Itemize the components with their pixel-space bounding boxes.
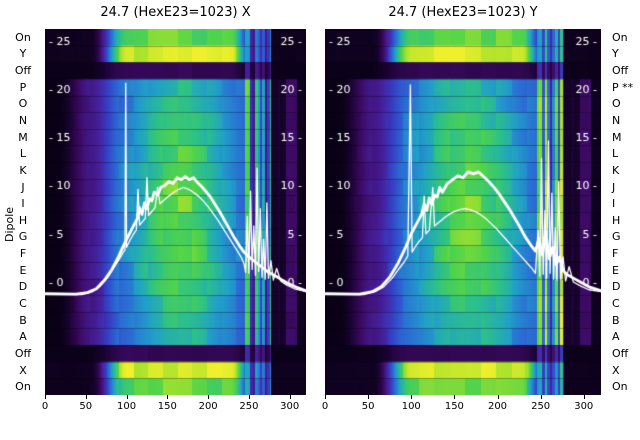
chart-title-x: 24.7 (HexE23=1023) X	[100, 5, 251, 20]
x-tick-mark	[126, 395, 128, 399]
left-channel-label: Y	[19, 47, 27, 61]
x-tick-mark	[583, 395, 585, 399]
x-tick-mark	[45, 395, 46, 399]
left-channel-labels: On Y Off P O N M L K J I H G F E D C B A Off X On	[4, 0, 42, 440]
left-channel-label: E	[19, 263, 27, 277]
right-channel-label: A	[612, 330, 620, 344]
x-tick-label: 50	[361, 401, 375, 412]
x-tick-mark	[208, 395, 210, 399]
left-channel-label: N	[18, 114, 28, 127]
x-tick-label: 250	[531, 401, 551, 412]
right-channel-label: K	[612, 163, 620, 177]
right-channel-label: Off	[612, 346, 629, 360]
x-tick-mark	[368, 395, 370, 399]
right-channel-label: O	[612, 97, 621, 111]
right-channel-label: H	[612, 213, 621, 227]
x-tick-label: 100	[117, 401, 137, 412]
x-tick-mark	[540, 395, 542, 399]
right-channel-label: Off	[612, 64, 629, 78]
left-channel-label: M	[18, 130, 28, 144]
x-tick-label: 150	[157, 401, 177, 412]
right-channel-label: E	[612, 263, 619, 277]
x-tick-label: 300	[574, 401, 594, 412]
right-channel-label: D	[612, 280, 621, 294]
left-channel-label: Off	[14, 64, 32, 78]
right-channel-label: P **	[612, 80, 634, 94]
x-tick-mark	[167, 395, 169, 399]
x-tick-label: 200	[198, 401, 218, 412]
right-channel-label: On	[612, 380, 628, 394]
left-channel-label: K	[19, 163, 27, 177]
right-channel-label: B	[612, 313, 620, 327]
right-channel-label: X	[612, 363, 620, 377]
left-channel-label: P	[19, 80, 27, 94]
left-channel-label: X	[19, 363, 27, 377]
x-tick-label: 0	[321, 401, 329, 412]
x-tick-mark	[497, 395, 499, 399]
right-channel-label: C	[612, 297, 620, 310]
right-channel-label: J	[612, 180, 616, 194]
right-channel-label: F	[612, 247, 619, 261]
right-channel-label: M	[612, 130, 622, 144]
x-tick-label: 200	[487, 401, 508, 412]
left-channel-label: A	[19, 330, 27, 344]
x-tick-label: 50	[79, 401, 93, 412]
x-tick-mark	[248, 395, 250, 399]
right-channel-label: L	[612, 147, 619, 161]
x-tick-mark	[325, 395, 326, 399]
left-channel-label: C	[19, 297, 27, 310]
x-tick-mark	[85, 395, 87, 399]
left-channel-label: On	[15, 30, 31, 44]
left-channel-label: B	[19, 313, 27, 327]
right-channel-labels: On Y Off P ** O N M L K J I H G F E D C B A Off X On	[608, 0, 640, 440]
x-tick-mark	[289, 395, 291, 399]
right-channel-label: N	[612, 114, 621, 127]
x-tick-label: 150	[444, 401, 464, 412]
right-channel-label: I	[612, 197, 616, 211]
left-channel-label: I	[21, 197, 25, 211]
right-channel-label: G	[612, 230, 621, 244]
x-tick-label: 0	[41, 401, 49, 412]
right-channel-label: Y	[612, 47, 619, 61]
x-tick-label: 100	[401, 401, 421, 412]
heatmap-canvas-y	[325, 29, 601, 395]
left-channel-label: J	[21, 180, 25, 194]
heatmap-canvas-x	[45, 29, 306, 395]
left-channel-label: G	[18, 230, 28, 244]
left-channel-label: L	[19, 147, 27, 161]
left-channel-label: F	[19, 247, 27, 261]
left-channel-label: O	[18, 97, 28, 111]
left-channel-label: Off	[14, 346, 32, 360]
x-tick-label: 250	[239, 401, 259, 412]
x-tick-mark	[454, 395, 456, 399]
left-channel-label: H	[18, 213, 28, 227]
chart-title-y: 24.7 (HexE23=1023) Y	[388, 5, 538, 20]
right-channel-label: On	[612, 30, 628, 44]
left-channel-label: On	[15, 380, 31, 394]
x-tick-mark	[411, 395, 413, 399]
x-tick-label: 300	[280, 401, 300, 412]
left-channel-label: D	[18, 280, 28, 294]
